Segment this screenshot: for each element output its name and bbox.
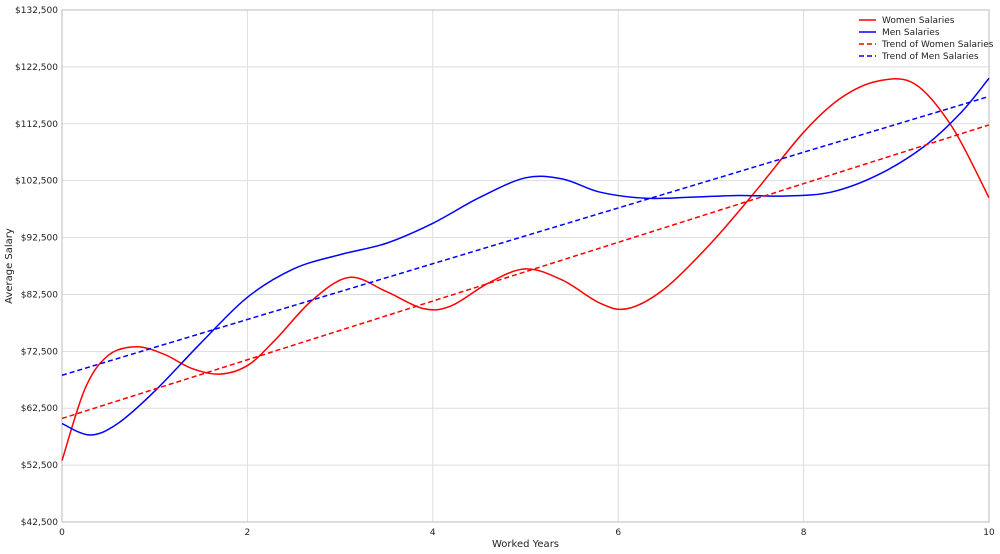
y-tick-label: $42,500: [21, 518, 58, 528]
y-tick-label: $52,500: [21, 461, 58, 471]
grid-lines: [61, 9, 990, 523]
plot-area-frame: [61, 9, 990, 523]
series-line-men-salaries: [61, 77, 990, 436]
y-tick-label: $82,500: [21, 290, 58, 300]
x-axis-label: Worked Years: [492, 539, 559, 550]
x-tick-label: 4: [430, 528, 436, 538]
y-tick-label: $102,500: [15, 177, 58, 187]
y-tick-label: $112,500: [15, 120, 58, 130]
y-tick-label: $92,500: [21, 234, 58, 244]
legend-entry-label: Trend of Women Salaries: [881, 40, 994, 50]
y-axis-label: Average Salary: [4, 228, 15, 304]
y-tick-label: $122,500: [15, 63, 58, 73]
legend-entry-label: Trend of Men Salaries: [881, 52, 979, 62]
y-axis-ticks: $42,500 $52,500 $62,500 $72,500 $82,500 $92,5…: [15, 6, 58, 528]
y-tick-label: $62,500: [21, 404, 58, 414]
series-line-trend-of-men-salaries: [61, 95, 990, 376]
x-axis-ticks: 0 2 4 6 8 10: [59, 528, 995, 538]
y-tick-label: $72,500: [21, 347, 58, 357]
legend-entry-label: Men Salaries: [882, 28, 940, 38]
x-tick-label: 6: [615, 528, 621, 538]
legend: Women Salaries Men Salaries Trend of Women…: [859, 16, 994, 62]
x-tick-label: 8: [801, 528, 807, 538]
x-tick-label: 0: [59, 528, 65, 538]
series-layer: [61, 77, 990, 461]
series-line-trend-of-women-salaries: [61, 124, 990, 420]
series-line-women-salaries: [61, 78, 990, 461]
x-tick-label: 2: [245, 528, 251, 538]
legend-entry-label: Women Salaries: [882, 16, 955, 26]
y-tick-label: $132,500: [15, 6, 58, 16]
x-tick-label: 10: [983, 528, 995, 538]
